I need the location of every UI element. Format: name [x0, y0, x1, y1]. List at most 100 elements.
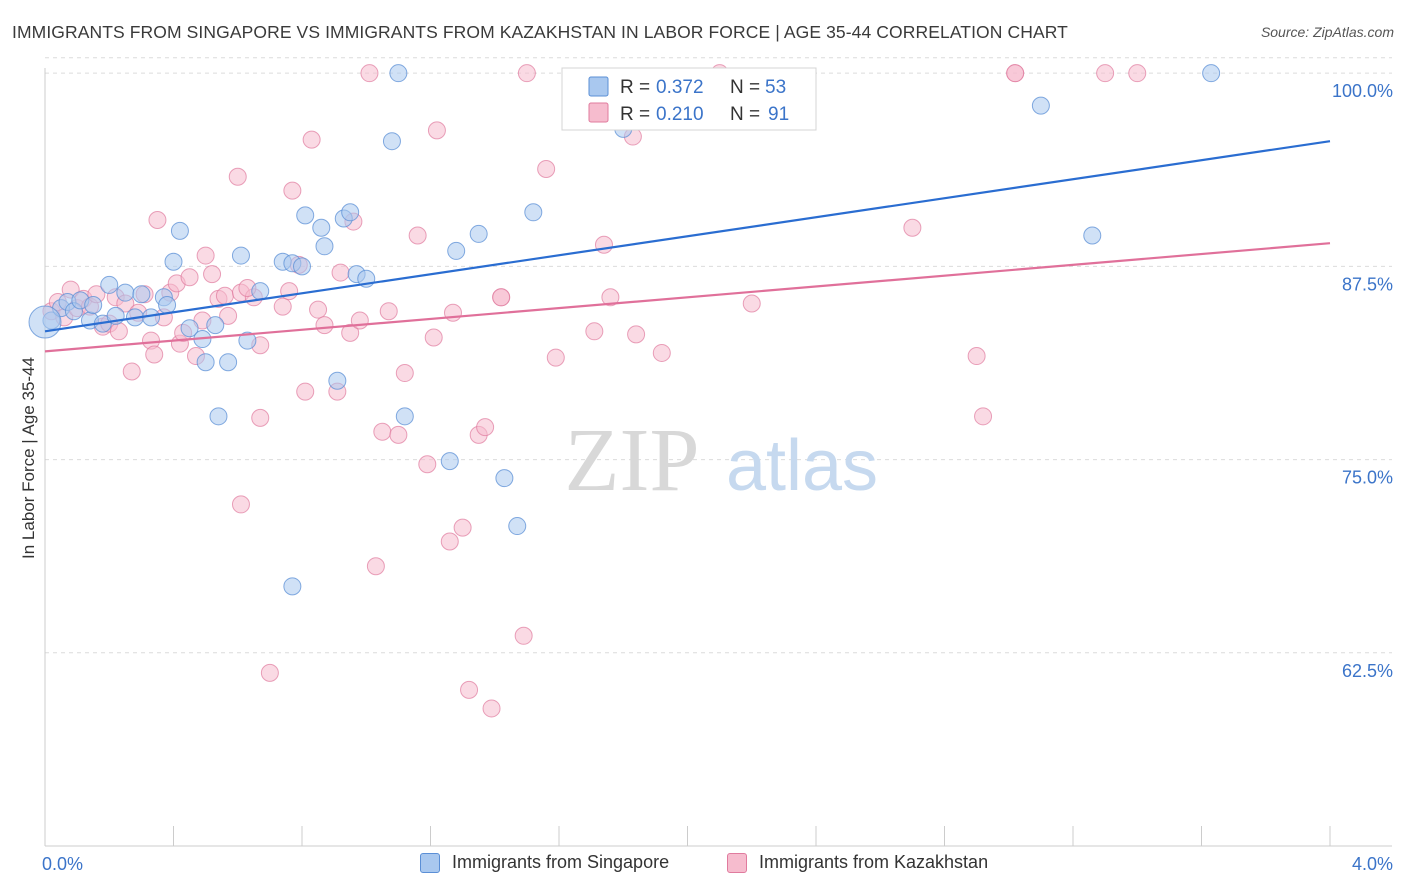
stats-r-value-singapore: 0.372: [656, 77, 704, 98]
singapore-points: [28, 64, 1221, 596]
legend-label-singapore: Immigrants from Singapore: [452, 852, 670, 872]
singapore-point: [283, 577, 302, 596]
kazakhstan-point: [395, 364, 414, 383]
kazakhstan-point: [601, 288, 620, 307]
singapore-point: [440, 452, 459, 471]
kazakhstan-point: [273, 297, 292, 316]
kazakhstan-point: [418, 455, 437, 474]
kazakhstan-point: [453, 518, 472, 537]
stats-legend: R = 0.372 N = 53 R = 0.210 N = 91: [561, 67, 817, 131]
y-axis-label: In Labor Force | Age 35-44: [19, 357, 38, 559]
stats-n-label-singapore: N =: [730, 77, 760, 98]
singapore-point: [447, 241, 466, 260]
kazakhstan-point: [594, 235, 613, 254]
singapore-point: [180, 319, 199, 338]
kazakhstan-point: [517, 64, 536, 83]
kazakhstan-point: [379, 302, 398, 321]
trend-line-singapore: [44, 140, 1331, 333]
singapore-point: [524, 203, 543, 222]
kazakhstan-point: [296, 382, 315, 401]
singapore-point: [389, 64, 408, 83]
x-tick-labels: 0.0% 4.0%: [42, 854, 1393, 874]
y-tick-label: 87.5%: [1342, 274, 1393, 294]
kazakhstan-point: [537, 160, 556, 179]
kazakhstan-point: [231, 495, 250, 514]
singapore-point: [312, 218, 331, 237]
kazakhstan-point: [283, 181, 302, 200]
x-tick-label: 4.0%: [1352, 854, 1393, 874]
kazakhstan-points: [42, 64, 1147, 718]
singapore-point: [164, 252, 183, 271]
singapore-point: [1031, 96, 1050, 115]
singapore-point: [251, 282, 270, 301]
singapore-point: [1202, 64, 1221, 83]
singapore-point: [382, 132, 401, 151]
legend-item-kazakhstan: Immigrants from Kazakhstan: [727, 852, 988, 873]
stats-n-value-singapore: 53: [765, 77, 786, 98]
singapore-point: [132, 285, 151, 304]
singapore-point: [495, 469, 514, 488]
kazakhstan-point: [389, 425, 408, 444]
stats-r-value-kazakhstan: 0.210: [656, 104, 704, 125]
stats-legend-swatch-singapore: [588, 76, 609, 97]
kazakhstan-point: [315, 316, 334, 335]
legend-label-kazakhstan: Immigrants from Kazakhstan: [759, 852, 989, 872]
source-label: Source: ZipAtlas.com: [1260, 24, 1394, 40]
kazakhstan-point: [341, 323, 360, 342]
kazakhstan-point: [424, 328, 443, 347]
singapore-point: [209, 407, 228, 426]
kazakhstan-point: [627, 325, 646, 344]
singapore-point: [196, 353, 215, 372]
chart-title: IMMIGRANTS FROM SINGAPORE VS IMMIGRANTS …: [12, 22, 1068, 42]
kazakhstan-point: [492, 288, 511, 307]
singapore-point: [158, 296, 177, 315]
legend-item-singapore: Immigrants from Singapore: [420, 852, 669, 873]
kazakhstan-point: [585, 322, 604, 341]
kazakhstan-point: [514, 626, 533, 645]
watermark-zip: ZIP: [565, 411, 700, 510]
singapore-point: [100, 275, 119, 294]
y-tick-label: 75.0%: [1342, 468, 1393, 488]
kazakhstan-point: [1096, 64, 1115, 83]
kazakhstan-point: [443, 303, 462, 322]
kazakhstan-point: [967, 347, 986, 366]
singapore-point: [293, 257, 311, 276]
kazakhstan-point: [476, 418, 495, 437]
kazakhstan-point: [366, 557, 385, 576]
watermark-atlas: atlas: [726, 426, 878, 506]
trend-lines: [44, 140, 1331, 353]
axes: [44, 68, 1392, 847]
kazakhstan-point: [408, 226, 427, 245]
kazakhstan-point: [215, 286, 234, 305]
kazakhstan-point: [460, 680, 479, 699]
stats-r-label-kazakhstan: R =: [620, 104, 650, 125]
legend-swatch-singapore: [420, 852, 440, 873]
singapore-point: [469, 224, 488, 243]
kazakhstan-point: [145, 345, 164, 364]
kazakhstan-point: [203, 265, 222, 284]
kazakhstan-point: [148, 211, 167, 230]
kazakhstan-point: [974, 407, 993, 426]
singapore-point: [231, 246, 250, 265]
kazakhstan-point: [440, 532, 459, 551]
y-tick-labels: 62.5% 75.0% 87.5% 100.0%: [1332, 81, 1393, 681]
legend-swatch-kazakhstan: [727, 852, 747, 873]
singapore-point: [328, 371, 347, 390]
kazakhstan-point: [180, 268, 199, 287]
kazakhstan-point: [309, 300, 328, 319]
kazakhstan-point: [482, 699, 501, 718]
y-tick-label: 62.5%: [1342, 661, 1393, 681]
singapore-point: [1083, 226, 1102, 245]
gridlines: [45, 57, 1392, 654]
kazakhstan-point: [122, 362, 141, 381]
kazakhstan-point: [331, 263, 350, 282]
stats-n-label-kazakhstan: N =: [730, 104, 760, 125]
kazakhstan-point: [652, 343, 671, 362]
kazakhstan-point: [1006, 64, 1025, 83]
kazakhstan-point: [373, 422, 392, 441]
kazakhstan-point: [903, 218, 922, 237]
kazakhstan-point: [228, 167, 247, 186]
kazakhstan-point: [302, 130, 321, 149]
trend-line-kazakhstan: [44, 242, 1331, 353]
